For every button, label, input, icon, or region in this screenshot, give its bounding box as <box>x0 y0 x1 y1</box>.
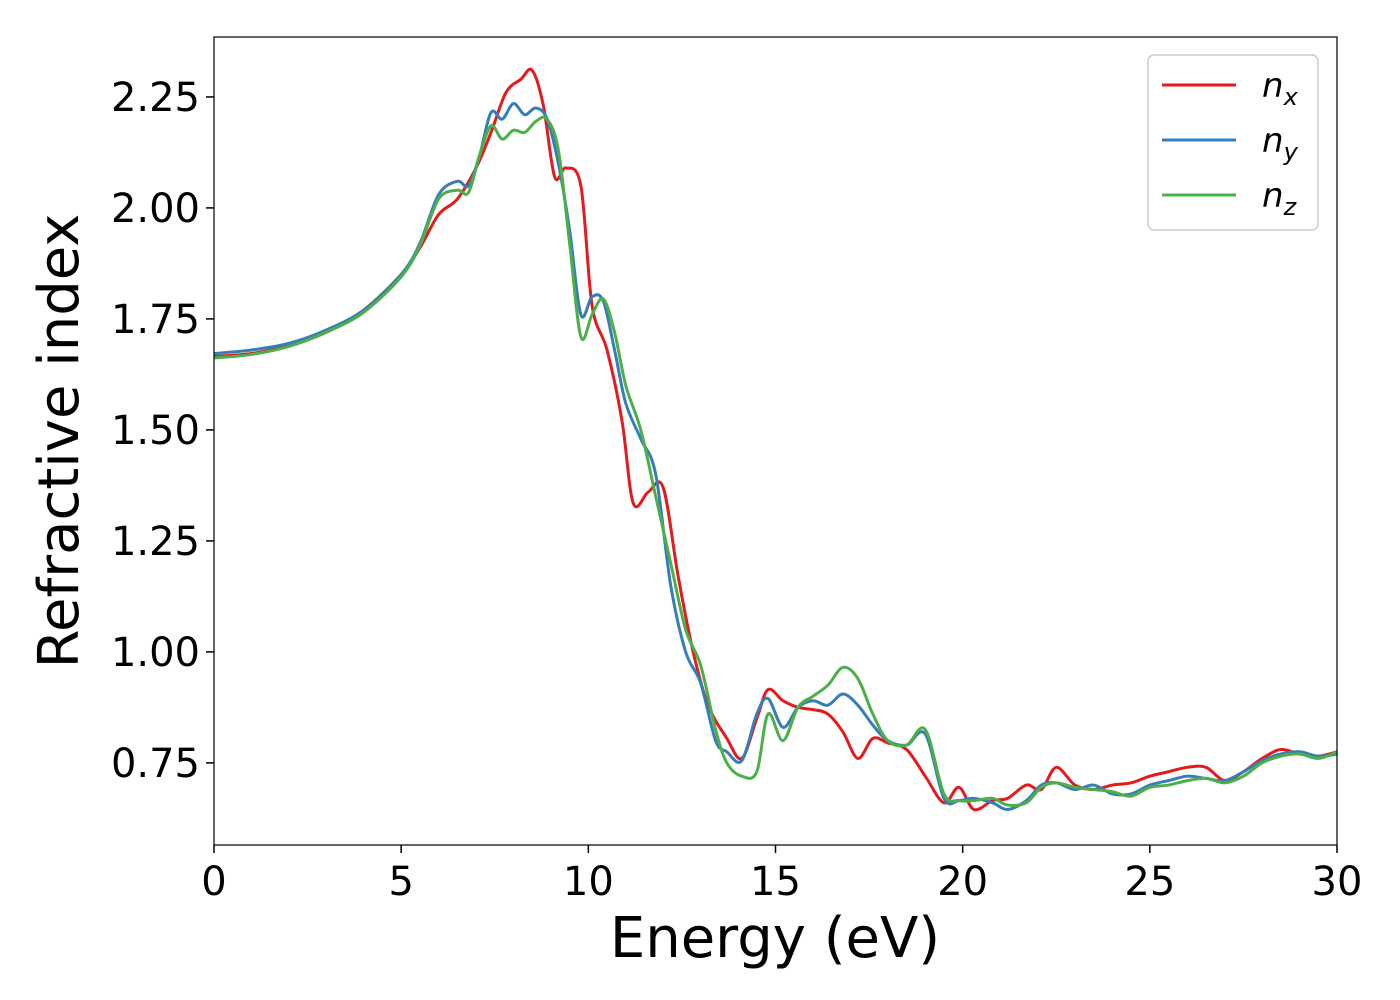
series-layer <box>214 67 1337 812</box>
legend-label-z: nz <box>1262 176 1298 221</box>
y-tick-label: 1.75 <box>111 297 200 343</box>
x-axis: 0 5 10 15 20 25 30 <box>201 845 1362 905</box>
x-tick-label: 15 <box>750 859 801 905</box>
y-tick-label: 0.75 <box>111 741 200 787</box>
y-tick-label: 1.50 <box>111 408 200 454</box>
y-tick-label: 1.25 <box>111 519 200 565</box>
y-axis-title: Refractive index <box>27 214 92 669</box>
x-axis-title: Energy (eV) <box>610 906 940 971</box>
legend: nx ny nz <box>1147 54 1319 231</box>
y-tick-label: 2.00 <box>111 186 200 232</box>
legend-box <box>1147 54 1319 231</box>
x-tick-label: 5 <box>388 859 413 905</box>
x-tick-label: 20 <box>937 859 988 905</box>
legend-label-y: ny <box>1262 121 1299 166</box>
y-axis: 0.75 1.00 1.25 1.50 1.75 2.00 2.25 <box>111 75 214 787</box>
legend-label-x: nx <box>1262 66 1299 111</box>
series-line-x <box>214 67 1337 812</box>
y-tick-label: 1.00 <box>111 630 200 676</box>
x-tick-label: 25 <box>1124 859 1175 905</box>
x-tick-label: 0 <box>201 859 226 905</box>
series-line-z <box>214 115 1337 807</box>
y-tick-label: 2.25 <box>111 75 200 121</box>
series-line-y <box>214 102 1337 811</box>
x-tick-label: 10 <box>563 859 614 905</box>
x-tick-label: 30 <box>1312 859 1363 905</box>
